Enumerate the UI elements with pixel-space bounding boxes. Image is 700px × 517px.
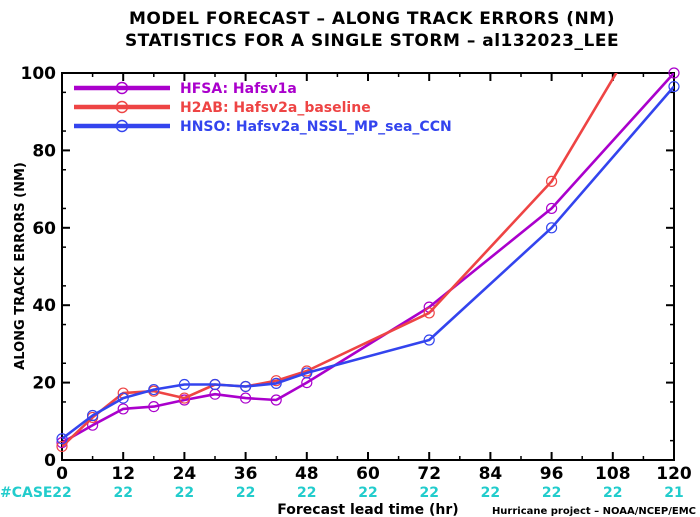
x-tick-label: 0 xyxy=(56,464,68,484)
data-point xyxy=(117,403,129,415)
series-group xyxy=(56,67,680,453)
data-point xyxy=(178,378,190,391)
legend-item: HFSA: Hafsv1a xyxy=(74,81,297,97)
series-line xyxy=(62,73,618,448)
x-tick-label: 96 xyxy=(540,464,564,484)
y-tick-label: 80 xyxy=(32,141,56,161)
chart-subtitle: STATISTICS FOR A SINGLE STORM – al132023… xyxy=(125,31,619,51)
case-count: 22 xyxy=(542,485,561,501)
data-point xyxy=(423,334,435,346)
x-tick-label: 72 xyxy=(417,464,441,484)
data-point xyxy=(209,378,221,391)
data-point xyxy=(301,367,313,379)
y-axis-label: ALONG TRACK ERRORS (NM) xyxy=(13,162,28,370)
y-axis: 0 20 40 60 80 100 xyxy=(21,64,674,471)
series-line xyxy=(62,85,674,440)
case-count: 22 xyxy=(297,485,316,501)
case-count: 22 xyxy=(175,485,194,501)
case-count: 22 xyxy=(603,485,622,501)
x-tick-label: 108 xyxy=(595,464,631,484)
y-tick-label: 100 xyxy=(21,64,57,84)
x-tick-label: 24 xyxy=(173,464,197,484)
legend-marker xyxy=(115,81,129,95)
case-count: 22 xyxy=(52,485,71,501)
legend-marker xyxy=(115,119,129,133)
data-point xyxy=(56,440,68,453)
case-counts: 22 22 22 22 22 22 22 22 22 22 21 xyxy=(52,485,683,501)
legend-item: H2AB: Hafsv2a_baseline xyxy=(74,100,371,116)
data-point xyxy=(56,433,68,445)
y-tick-label: 0 xyxy=(44,451,56,471)
case-count: 22 xyxy=(236,485,255,501)
case-count: 22 xyxy=(481,485,500,501)
data-point xyxy=(545,175,558,187)
data-point xyxy=(423,307,435,319)
x-axis: 0 12 24 36 48 60 72 84 96 108 120 xyxy=(56,73,692,484)
chart-title: MODEL FORECAST – ALONG TRACK ERRORS (NM) xyxy=(129,9,615,29)
x-tick-label: 48 xyxy=(295,464,319,484)
y-tick-label: 60 xyxy=(32,219,56,239)
data-point xyxy=(148,400,160,413)
x-tick-label: 84 xyxy=(479,464,503,484)
data-point xyxy=(117,392,129,404)
x-tick-label: 120 xyxy=(656,464,692,484)
series-1 xyxy=(56,73,618,453)
credit-text: Hurricane project – NOAA/NCEP/EMC xyxy=(492,506,696,517)
case-count: 22 xyxy=(358,485,377,501)
legend-marker xyxy=(115,100,129,114)
data-point xyxy=(148,383,160,396)
case-count: 22 xyxy=(113,485,132,501)
data-point xyxy=(240,380,252,393)
x-axis-label: Forecast lead time (hr) xyxy=(277,502,458,517)
case-label: #CASE xyxy=(0,485,53,501)
data-point xyxy=(86,409,99,422)
case-count: 21 xyxy=(664,485,683,501)
case-count: 22 xyxy=(419,485,438,501)
data-point xyxy=(668,67,680,79)
data-point xyxy=(178,392,190,404)
data-point xyxy=(545,222,558,234)
x-tick-label: 60 xyxy=(356,464,380,484)
x-tick-label: 12 xyxy=(111,464,135,484)
y-tick-label: 40 xyxy=(32,296,56,316)
legend-label: HFSA: Hafsv1a xyxy=(180,81,297,97)
legend-item: HNSO: Hafsv2a_NSSL_MP_sea_CCN xyxy=(74,119,452,135)
data-point xyxy=(270,394,282,406)
legend-label: HNSO: Hafsv2a_NSSL_MP_sea_CCN xyxy=(180,119,452,135)
data-point xyxy=(668,80,680,93)
data-point xyxy=(270,377,282,389)
legend-label: H2AB: Hafsv2a_baseline xyxy=(180,100,371,116)
data-point xyxy=(545,202,558,215)
data-point xyxy=(240,392,252,404)
series-2 xyxy=(56,80,680,445)
x-tick-label: 36 xyxy=(234,464,258,484)
legend: HFSA: Hafsv1a H2AB: Hafsv2a_baseline HNSO:… xyxy=(74,81,452,135)
y-tick-label: 20 xyxy=(32,374,56,394)
